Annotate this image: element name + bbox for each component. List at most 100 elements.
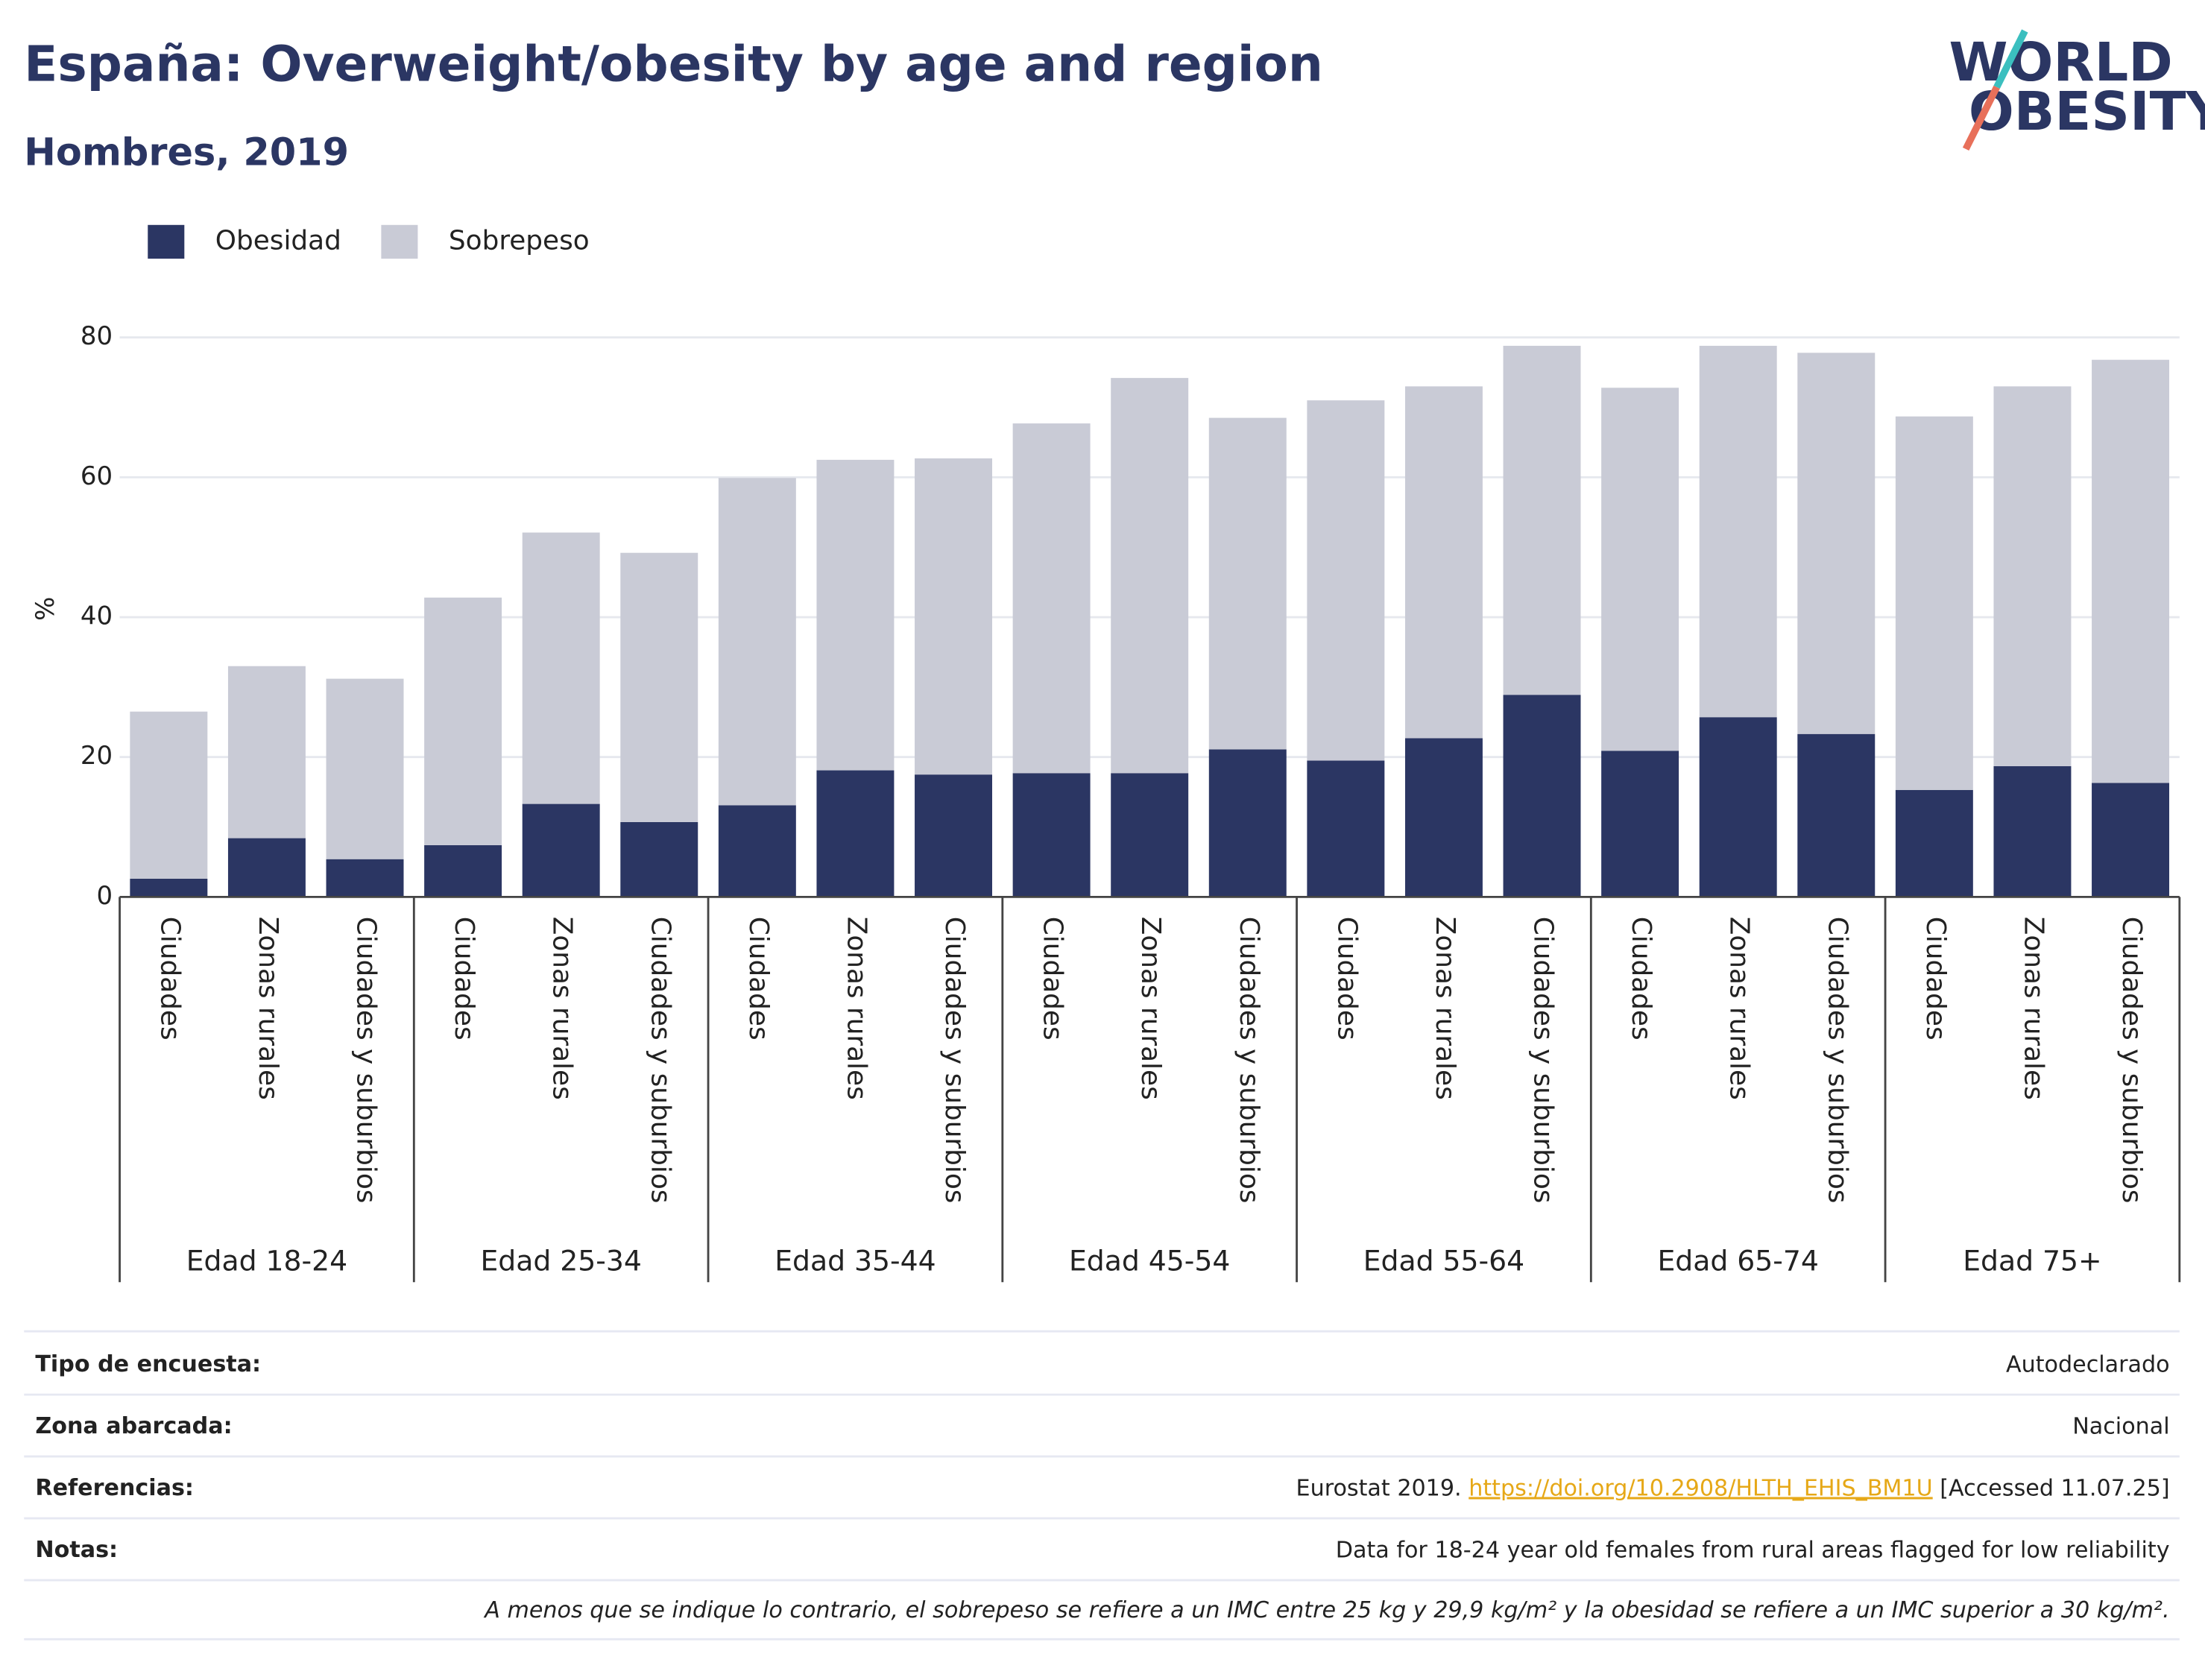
bar-segment: [718, 478, 796, 806]
bar-segment: [816, 459, 895, 771]
footer-text: Data for 18-24 year old females from rur…: [1336, 1537, 2170, 1563]
y-tick-label: 80: [81, 321, 113, 351]
group-label: Edad 45-54: [1069, 1244, 1230, 1277]
y-tick-label: 60: [81, 461, 113, 491]
y-tick-label: 20: [81, 741, 113, 771]
footer-text: Nacional: [2072, 1413, 2169, 1439]
logo-text: OBESITY: [1969, 80, 2205, 142]
bar-segment: [1012, 423, 1091, 774]
legend-swatch: [148, 224, 185, 259]
bar-segment: [1503, 695, 1581, 897]
footer-value: Nacional: [2072, 1413, 2169, 1439]
bar-segment: [1895, 789, 1973, 897]
chart-subtitle: Hombres, 2019: [24, 130, 349, 174]
bar-segment: [2092, 783, 2170, 897]
x-tick-label: Ciudades: [1038, 917, 1068, 1040]
logo-slash: [1993, 29, 2028, 89]
x-tick-label: Ciudades: [743, 917, 774, 1040]
bar-segment: [227, 838, 306, 897]
bar-segment: [326, 678, 404, 859]
bar-segment: [424, 597, 502, 845]
bar-segment: [1307, 400, 1385, 761]
bar-segment: [130, 878, 208, 897]
group-label: Edad 75+: [1963, 1244, 2101, 1277]
footer-text: Eurostat 2019.: [1296, 1475, 1469, 1501]
bar-segment: [1208, 417, 1287, 750]
bar-segment: [1699, 717, 1777, 897]
footer-label: Zona abarcada:: [35, 1413, 232, 1439]
logo-slash: [1962, 85, 2000, 151]
bar-segment: [227, 666, 306, 839]
footer-text: Autodeclarado: [2006, 1351, 2170, 1377]
x-tick-label: Zonas rurales: [1724, 917, 1755, 1100]
bar-segment: [1993, 386, 2072, 766]
bar-segment: [620, 552, 698, 822]
bar-segment: [1797, 353, 1876, 734]
bar-segment: [326, 859, 404, 897]
bar-segment: [816, 770, 895, 897]
group-label: Edad 65-74: [1657, 1244, 1818, 1277]
x-tick-label: Ciudades y suburbios: [645, 917, 675, 1204]
bar-segment: [1307, 760, 1385, 897]
bar-segment: [1601, 751, 1679, 897]
group-label: Edad 25-34: [480, 1244, 641, 1277]
bar-segment: [130, 711, 208, 879]
x-tick-label: Zonas rurales: [547, 917, 578, 1100]
footer-value: Autodeclarado: [2006, 1351, 2170, 1377]
bar-segment: [1503, 345, 1581, 695]
x-tick-label: Ciudades y suburbios: [2116, 917, 2147, 1204]
x-tick-label: Zonas rurales: [841, 917, 871, 1100]
bar-segment: [2092, 359, 2170, 783]
bar-segment: [1012, 773, 1091, 897]
logo-text: WORLD: [1949, 31, 2172, 93]
bar-segment: [1601, 388, 1679, 751]
x-tick-label: Ciudades: [1626, 917, 1656, 1040]
footer: Tipo de encuesta: Autodeclarado Zona abarc…: [24, 1330, 2180, 1640]
bar-segment: [1111, 773, 1189, 897]
footer-label: Notas:: [35, 1537, 118, 1563]
footer-label: Referencias:: [35, 1475, 194, 1501]
bar-segment: [522, 803, 600, 897]
bar-segment: [1895, 416, 1973, 790]
y-tick-label: 40: [81, 601, 113, 631]
chart-title: España: Overweight/obesity by age and re…: [24, 36, 1323, 93]
x-tick-label: Ciudades: [1920, 917, 1951, 1040]
bar-segment: [1797, 733, 1876, 897]
x-tick-label: Ciudades: [1331, 917, 1362, 1040]
x-tick-label: Ciudades y suburbios: [1528, 917, 1559, 1204]
y-axis-label: %: [31, 597, 60, 621]
x-tick-label: Ciudades y suburbios: [351, 917, 382, 1204]
bar-segment: [1699, 345, 1777, 718]
x-tick-label: Ciudades: [449, 917, 479, 1040]
bar-segment: [915, 458, 992, 775]
x-tick-label: Zonas rurales: [1430, 917, 1460, 1100]
legend-label: Sobrepeso: [449, 225, 590, 256]
x-tick-label: Zonas rurales: [253, 917, 283, 1100]
bar-segment: [1993, 765, 2072, 897]
footer-link: https://doi.org/10.2908/HLTH_EHIS_BM1U: [1469, 1475, 1932, 1501]
x-tick-label: Zonas rurales: [1135, 917, 1166, 1100]
x-tick-label: Zonas rurales: [2018, 917, 2048, 1100]
bar-segment: [1111, 378, 1189, 774]
footer-text: [Accessed 11.07.25]: [1933, 1475, 2170, 1501]
footer-value: Eurostat 2019. https://doi.org/10.2908/H…: [1296, 1475, 2170, 1501]
footer-note: A menos que se indique lo contrario, el …: [483, 1597, 2169, 1623]
x-tick-label: Ciudades y suburbios: [939, 917, 970, 1204]
group-label: Edad 18-24: [186, 1244, 347, 1277]
x-tick-label: Ciudades y suburbios: [1234, 917, 1264, 1204]
group-label: Edad 55-64: [1363, 1244, 1524, 1277]
bar-segment: [424, 844, 502, 897]
x-tick-label: Ciudades: [154, 917, 185, 1040]
bar-segment: [915, 774, 992, 897]
bar-segment: [718, 805, 796, 897]
bar-segment: [1208, 749, 1287, 897]
bar-segment: [522, 532, 600, 804]
legend-swatch: [381, 224, 418, 259]
footer-value: Data for 18-24 year old females from rur…: [1336, 1537, 2170, 1563]
bar-segment: [1404, 738, 1483, 897]
x-tick-label: Ciudades y suburbios: [1822, 917, 1852, 1204]
group-label: Edad 35-44: [775, 1244, 936, 1277]
bar-segment: [620, 821, 698, 897]
